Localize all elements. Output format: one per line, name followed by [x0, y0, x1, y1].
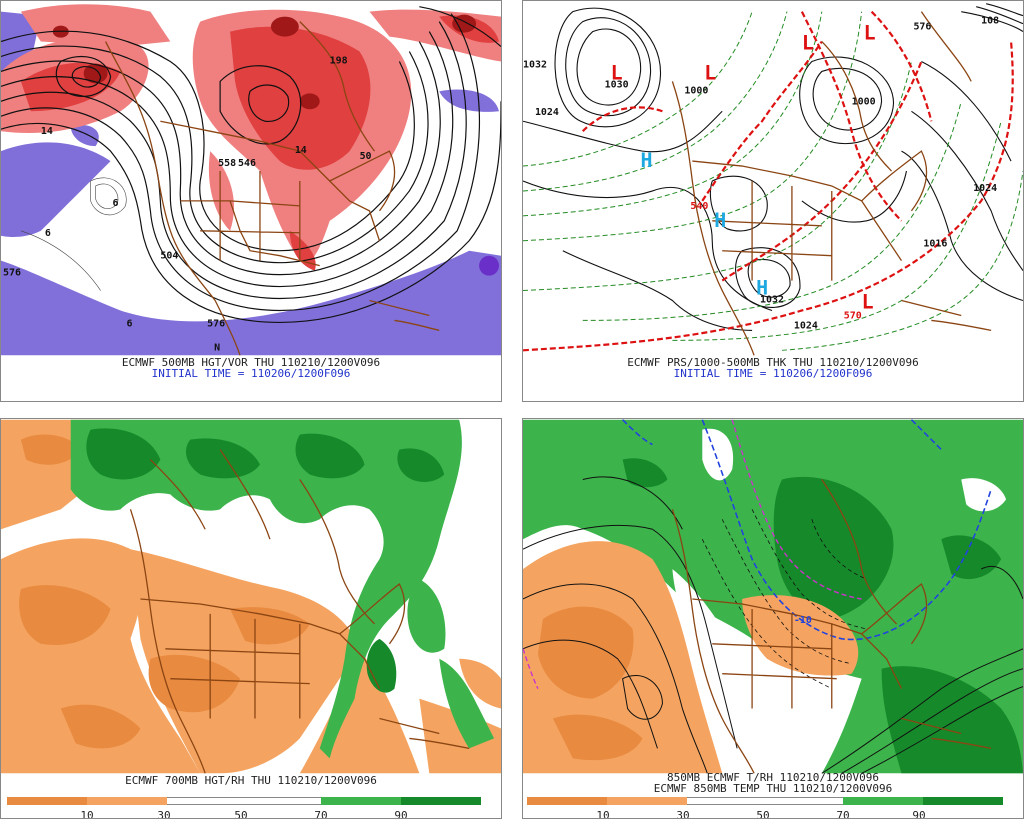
isotherm-magenta: [523, 419, 862, 689]
low-center-2: L: [704, 61, 716, 84]
moist-shading: [70, 419, 495, 759]
label-576-bottom: 576: [207, 318, 225, 329]
label-540: 540: [690, 201, 708, 212]
coastlines: [671, 479, 992, 774]
tick-90: 90: [912, 809, 926, 819]
rh-colorbar-ticks: 10 30 50 70 90: [7, 809, 481, 819]
label-14b: 14: [295, 145, 307, 156]
tick-30: 30: [157, 809, 171, 819]
rh-colorbar: [7, 797, 481, 805]
label-198: 198: [330, 55, 348, 66]
low-center-3: L: [802, 32, 814, 55]
rh700-map: [1, 419, 501, 774]
label-6b: 6: [113, 198, 119, 209]
label-576: 576: [913, 22, 931, 33]
tick-70: 70: [836, 809, 850, 819]
low-pressure-markers: L L L L L: [611, 22, 876, 314]
colorbar-segment-4: [843, 797, 923, 805]
tick-10: 10: [80, 809, 94, 819]
very-dry-shading: [19, 434, 310, 749]
colorbar-segment-5: [401, 797, 481, 805]
strong-negative-vorticity: [479, 255, 500, 276]
very-dry-shading: [537, 606, 643, 761]
high-pressure-markers: H H H: [641, 149, 769, 299]
rh850-colorbar: [527, 797, 1003, 805]
colorbar-segment-3: [167, 797, 321, 805]
panel-mslp-thickness: 1032 1024 1030 1000 1000 1024 1016 1032 …: [522, 0, 1024, 402]
colorbar-segment-3: [687, 797, 843, 805]
high-center-1: H: [641, 149, 653, 172]
panel4-caption-line1: 850MB ECMWF T/RH 110210/1200V096: [667, 771, 879, 784]
vorticity-map: 576 504 558 546 576 6 6 6 N 50 14 14 198: [1, 1, 501, 356]
very-moist-shading: [622, 458, 1023, 774]
panel3-caption-line1: ECMWF 700MB HGT/RH THU 110210/1200V096: [125, 774, 377, 787]
colorbar-segment-1: [7, 797, 87, 805]
tick-50: 50: [234, 809, 248, 819]
label-6c: 6: [126, 318, 132, 329]
label-50: 50: [360, 151, 372, 162]
label-546: 546: [238, 158, 256, 169]
coastlines: [129, 449, 470, 774]
colorbar-segment-1: [527, 797, 607, 805]
isotherm-zero-blue: [622, 419, 992, 641]
low-center-5: L: [862, 290, 874, 313]
panel4-caption-line2: ECMWF 850MB TEMP THU 110210/1200V096: [653, 782, 893, 795]
tick-90: 90: [394, 809, 408, 819]
label-1030: 1030: [605, 79, 629, 90]
colorbar-segment-2: [87, 797, 167, 805]
label-1016: 1016: [923, 239, 947, 250]
tick-30: 30: [676, 809, 690, 819]
label-n: N: [214, 342, 220, 353]
colorbar-segment-4: [321, 797, 401, 805]
height-contours: [1, 6, 501, 324]
low-center-4: L: [864, 22, 876, 45]
coastlines: [671, 11, 992, 356]
colorbar-segment-5: [923, 797, 1003, 805]
panel2-caption-line1: ECMWF PRS/1000-500MB THK THU 110210/1200…: [627, 356, 919, 369]
label-558: 558: [218, 158, 236, 169]
colorbar-segment-2: [607, 797, 687, 805]
isotherms-dashed: [701, 509, 867, 689]
label-1000b: 1000: [684, 85, 708, 96]
tick-50: 50: [756, 809, 770, 819]
contour-labels: 576 504 558 546 576 6 6 6 N 50 14 14 198: [3, 55, 372, 353]
label-6a: 6: [45, 228, 51, 239]
label-1000a: 1000: [852, 96, 876, 107]
tick-10: 10: [596, 809, 610, 819]
low-center-1: L: [611, 61, 623, 84]
label-108: 108: [981, 16, 999, 27]
isobar-labels: 1032 1024 1030 1000 1000 1024 1016 1032 …: [523, 16, 999, 332]
label-1024-right: 1024: [973, 183, 997, 194]
isotherm-label: -10: [794, 615, 812, 626]
label-504: 504: [160, 251, 178, 262]
high-center-2: H: [714, 209, 726, 232]
label-576-left: 576: [3, 268, 21, 279]
label-14a: 14: [41, 126, 53, 137]
label-1024-left: 1024: [535, 107, 559, 118]
panel1-caption-line1: ECMWF 500MB HGT/VOR THU 110210/1200V096: [121, 356, 381, 369]
panel-500mb-vorticity: 576 504 558 546 576 6 6 6 N 50 14 14 198…: [0, 0, 502, 402]
t850-map: -10: [523, 419, 1023, 774]
tick-70: 70: [314, 809, 328, 819]
label-1024-bottom: 1024: [794, 320, 818, 331]
coastlines: [105, 21, 440, 356]
label-570: 570: [844, 310, 862, 321]
white-gaps: [672, 428, 1007, 759]
label-1032-bottom: 1032: [760, 295, 784, 306]
panel-850mb-temp-rh: -10 850MB ECMWF T/RH 110210/1200V096 ECM…: [522, 418, 1024, 819]
panel1-caption-line2: INITIAL TIME = 110206/1200F096: [151, 367, 351, 380]
mslp-thickness-map: 1032 1024 1030 1000 1000 1024 1016 1032 …: [523, 1, 1023, 356]
thickness-green-contours: [523, 11, 1023, 351]
rh850-colorbar-ticks: 10 30 50 70 90: [527, 809, 1003, 819]
panel-700mb-rh: ECMWF 700MB HGT/RH THU 110210/1200V096 1…: [0, 418, 502, 819]
panel2-caption-line2: INITIAL TIME = 110206/1200F096: [673, 367, 873, 380]
label-1032: 1032: [523, 59, 547, 70]
high-center-3: H: [756, 277, 768, 300]
